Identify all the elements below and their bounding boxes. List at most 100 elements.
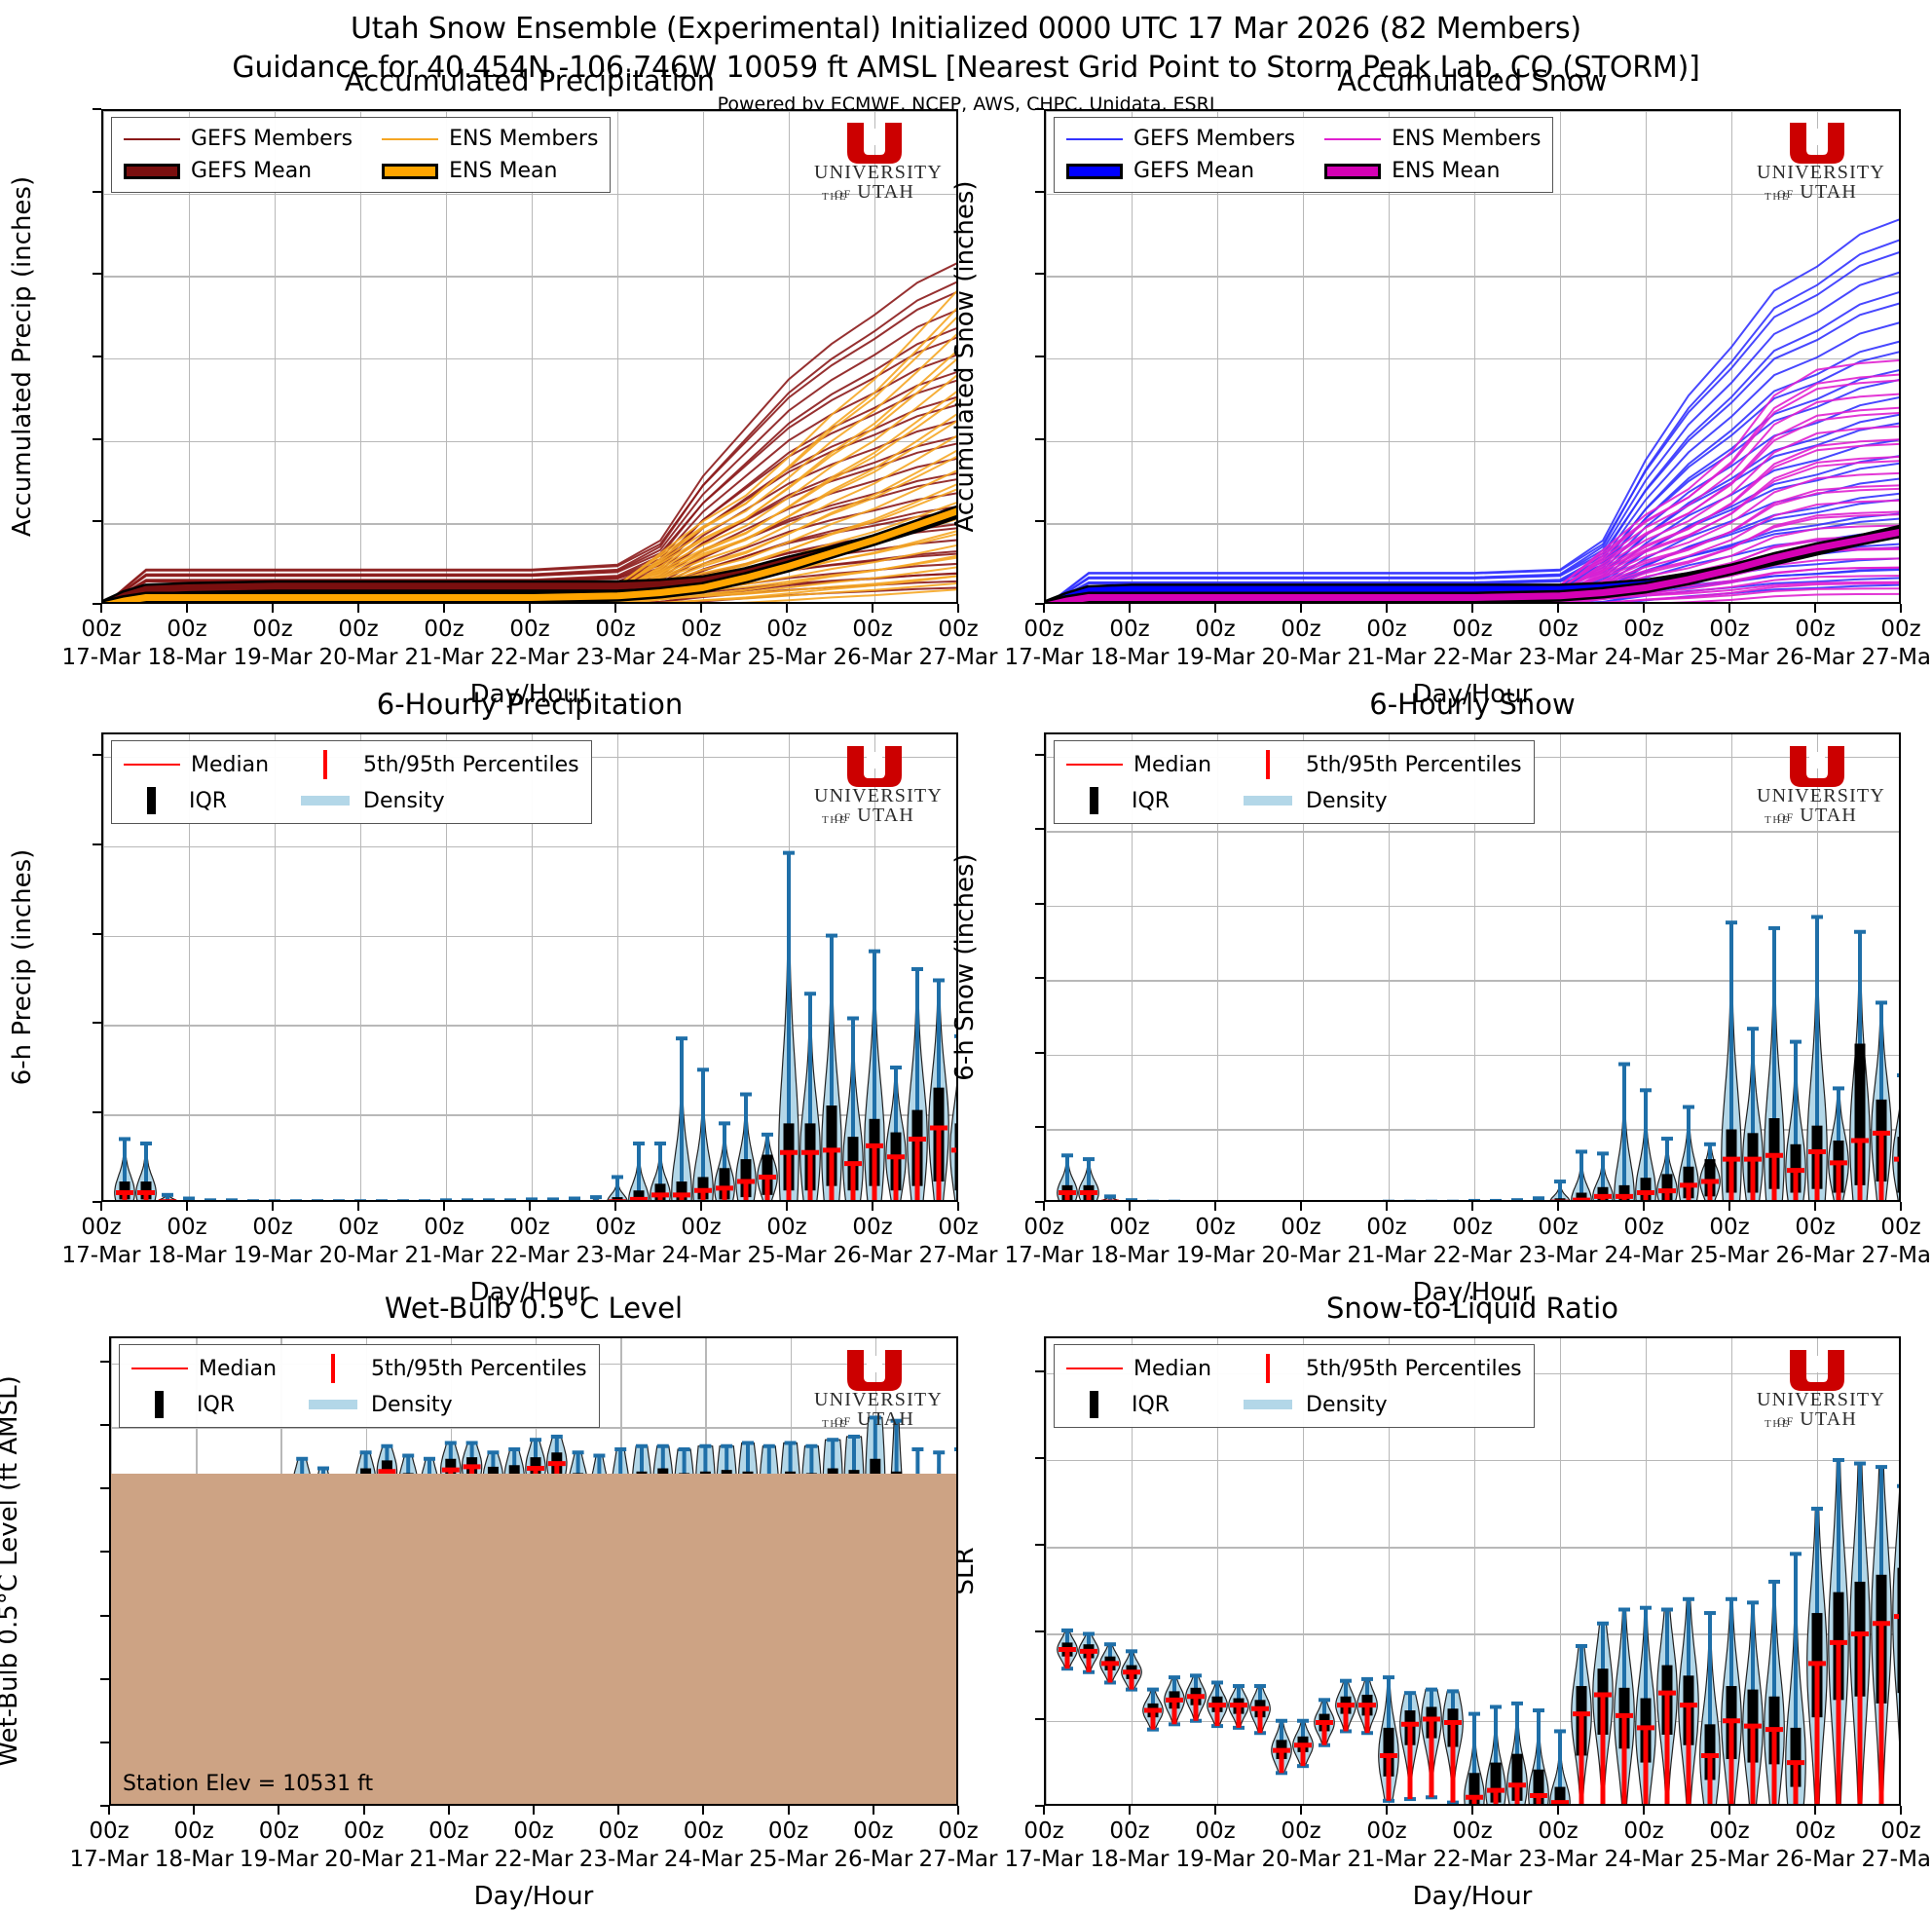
x-tick-mark xyxy=(1557,604,1559,613)
x-tick-day: 23-Mar xyxy=(576,1242,655,1268)
violin-distribution xyxy=(1828,1457,1849,1804)
x-tick-hour: 00z xyxy=(1538,1215,1579,1240)
y-axis-label: Wet-Bulb 0.5°C Level (ft AMSL) xyxy=(0,1375,23,1767)
legend-item[interactable]: Density xyxy=(306,1393,587,1417)
x-tick-hour: 00z xyxy=(1366,1818,1407,1844)
x-tick-mark xyxy=(1471,1806,1473,1815)
violin-distribution xyxy=(440,1198,452,1200)
legend-item[interactable]: 5th/95th Percentiles xyxy=(306,1354,587,1383)
violin-distribution xyxy=(569,1196,580,1200)
violin-distribution xyxy=(397,1199,409,1200)
legend-item[interactable]: ENS Mean xyxy=(1324,159,1541,183)
ensemble-member-line xyxy=(1670,592,1899,602)
x-tick-mark xyxy=(1728,1806,1730,1815)
ensemble-member-line xyxy=(127,434,956,602)
x-tick-label: 00z 26-Mar xyxy=(834,1817,912,1873)
legend-label: Density xyxy=(371,1392,453,1417)
gridline-horizontal xyxy=(1046,1547,1899,1549)
x-tick-day: 26-Mar xyxy=(1775,644,1855,670)
legend-label: IQR xyxy=(1132,1392,1170,1417)
y-axis-label: 6-h Precip (inches) xyxy=(8,848,37,1086)
logo-the: THE xyxy=(1765,814,1791,826)
y-tick-mark xyxy=(100,1551,109,1554)
block-u-icon xyxy=(847,1350,902,1391)
legend-item[interactable]: Density xyxy=(298,789,579,813)
legend-item[interactable]: Median xyxy=(1066,753,1211,777)
x-tick-day: 27-Mar xyxy=(1861,1242,1932,1268)
x-tick-hour: 00z xyxy=(1023,617,1064,642)
legend-label: Density xyxy=(363,788,445,813)
panel-title-accum_precip: Accumulated Precipitation xyxy=(344,64,716,97)
violin-distribution xyxy=(628,1142,650,1200)
x-tick-day: 19-Mar xyxy=(1175,644,1255,670)
violin-distribution xyxy=(1057,1628,1078,1671)
title-line-1: Utah Snow Ensemble (Experimental) Initia… xyxy=(351,12,1581,46)
university-of-utah-logo: THE UNIVERSITY OF UTAH xyxy=(814,744,942,827)
y-tick-mark xyxy=(1035,1805,1044,1807)
university-of-utah-logo: THE UNIVERSITY OF UTAH xyxy=(814,1348,942,1431)
x-tick-day: 27-Mar xyxy=(1861,644,1932,670)
gridline-horizontal xyxy=(1046,1129,1899,1131)
y-axis-label: 6-h Snow (inches) xyxy=(950,853,980,1081)
legend-sixh_precip: Median 5th/95th Percentiles IQR Density xyxy=(111,740,592,824)
legend-item[interactable]: 5th/95th Percentiles xyxy=(1241,750,1522,779)
x-tick-mark xyxy=(957,1806,959,1815)
iqr-box xyxy=(740,1159,752,1198)
y-tick-mark xyxy=(93,1111,101,1114)
x-tick-label: 00z 25-Mar xyxy=(748,616,827,671)
violin-distribution xyxy=(462,1198,473,1200)
violin-distribution xyxy=(1164,1675,1185,1727)
x-tick-label: 00z 25-Mar xyxy=(1690,1214,1769,1269)
x-tick-day: 20-Mar xyxy=(324,1846,404,1872)
legend-line-swatch xyxy=(1066,1368,1123,1369)
legend-item[interactable]: GEFS Members xyxy=(1066,127,1295,151)
y-tick-mark xyxy=(1035,1544,1044,1547)
legend-item[interactable]: GEFS Members xyxy=(124,127,353,151)
x-tick-hour: 00z xyxy=(81,617,122,642)
violin-distribution xyxy=(1057,1153,1078,1200)
x-tick-day: 20-Mar xyxy=(1261,1846,1341,1872)
violin-distribution xyxy=(1614,1607,1635,1804)
gridline-vertical xyxy=(703,111,705,602)
x-tick-hour: 00z xyxy=(1538,1818,1579,1844)
legend-item[interactable]: GEFS Mean xyxy=(124,159,353,183)
legend-line-swatch xyxy=(382,137,439,140)
x-tick-day: 23-Mar xyxy=(578,1846,658,1872)
legend-label: Density xyxy=(1306,788,1388,813)
violin-distribution xyxy=(907,967,928,1200)
x-tick-label: 00z 23-Mar xyxy=(576,616,655,671)
legend-item[interactable]: IQR xyxy=(1066,787,1211,814)
legend-item[interactable]: Median xyxy=(131,1357,277,1381)
legend-item[interactable]: Density xyxy=(1241,1393,1522,1417)
legend-label: ENS Mean xyxy=(1392,159,1501,183)
x-tick-mark xyxy=(1728,1202,1730,1211)
violin-distribution xyxy=(1656,1137,1678,1200)
legend-item[interactable]: GEFS Mean xyxy=(1066,159,1295,183)
x-tick-day: 21-Mar xyxy=(409,1846,489,1872)
x-tick-mark xyxy=(529,604,531,613)
panel-title-sixh_precip: 6-Hourly Precipitation xyxy=(376,688,684,721)
violin-distribution xyxy=(1635,1605,1656,1804)
x-tick-label: 00z 22-Mar xyxy=(1433,1214,1512,1269)
y-tick-mark xyxy=(1035,190,1044,193)
legend-item[interactable]: ENS Members xyxy=(382,127,598,151)
legend-item[interactable]: Median xyxy=(1066,1357,1211,1381)
x-tick-day: 22-Mar xyxy=(1432,1846,1512,1872)
legend-item[interactable]: ENS Members xyxy=(1324,127,1541,151)
legend-item[interactable]: IQR xyxy=(131,1391,277,1418)
legend-item[interactable]: IQR xyxy=(1066,1391,1211,1418)
legend-item[interactable]: Density xyxy=(1241,789,1522,813)
x-tick-mark xyxy=(1129,1806,1131,1815)
iqr-box xyxy=(612,1197,623,1200)
violin-distribution xyxy=(1806,915,1828,1200)
ensemble-member-line xyxy=(1049,218,1899,602)
legend-item[interactable]: IQR xyxy=(124,787,269,814)
x-tick-hour: 00z xyxy=(683,1818,724,1844)
logo-university: UNIVERSITY xyxy=(814,162,943,183)
legend-item[interactable]: Median xyxy=(124,753,269,777)
iqr-box xyxy=(1790,1727,1802,1787)
legend-item[interactable]: ENS Mean xyxy=(382,159,598,183)
legend-item[interactable]: 5th/95th Percentiles xyxy=(298,750,579,779)
legend-item[interactable]: 5th/95th Percentiles xyxy=(1241,1354,1522,1383)
gridline-vertical xyxy=(1474,111,1476,602)
